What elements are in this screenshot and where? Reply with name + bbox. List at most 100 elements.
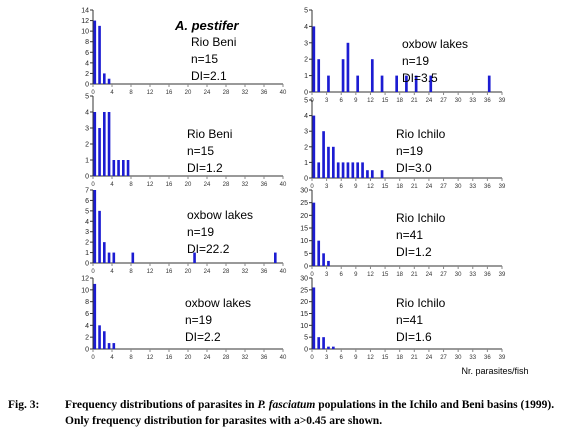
panel-3-y-tick-label: 0 [85, 261, 89, 268]
panel-6-bar [380, 170, 384, 178]
panel-2-y-tick-label: 3 [85, 126, 89, 133]
panel-1-x-tick-label: 0 [91, 90, 95, 96]
panel-6-bar [327, 146, 330, 178]
panel-1-y-tick-label: 10 [81, 29, 89, 36]
panel-7-x-tick-label: 24 [426, 272, 433, 278]
panel-3-y-tick-label: 4 [85, 219, 89, 226]
panel-8-bar [331, 346, 335, 349]
panel-3-x-tick-label: 36 [261, 269, 268, 275]
panel-3-annotation: n=19 [187, 225, 214, 239]
panel-1-x-tick-label: 24 [204, 90, 211, 96]
panel-3-y-tick-label: 2 [85, 240, 89, 247]
panel-7-y-tick-label: 10 [300, 238, 308, 245]
panel-5-y-tick-label: 5 [304, 8, 308, 15]
panel-1-x-tick-label: 28 [223, 90, 230, 96]
panel-8-y-tick-label: 25 [300, 287, 308, 294]
panel-3-x-tick-label: 24 [204, 269, 211, 275]
panel-5-y-tick-label: 0 [304, 90, 308, 97]
panel-8-bar [312, 287, 316, 349]
panel-4-y-tick-label: 6 [85, 311, 89, 318]
panel-4-x-tick-label: 20 [185, 355, 192, 361]
panel-5-bar [317, 59, 321, 92]
panel-5-bar [487, 75, 491, 92]
panel-3-bar [98, 210, 101, 263]
panel-3-annotation: DI=22.2 [187, 242, 230, 256]
panel-4-bar [103, 331, 106, 349]
panel-1-y-tick-label: 12 [81, 18, 89, 25]
panel-8-x-tick-label: 39 [499, 355, 506, 361]
panel-5-bar [405, 75, 408, 92]
panel-4-annotation: oxbow lakes [185, 296, 251, 310]
panel-1-y-tick-label: 4 [85, 60, 89, 67]
panel-6-bar [341, 162, 345, 178]
panel-1-annotation: n=15 [191, 52, 218, 66]
panel-5-annotation: oxbow lakes [402, 37, 468, 51]
panel-1-x-tick-label: 12 [147, 90, 154, 96]
panel-2-bar [126, 160, 130, 176]
panel-6-y-tick-label: 4 [304, 113, 308, 120]
panel-8-bar [327, 346, 330, 349]
panel-7-annotation: Rio Ichilo [396, 211, 446, 225]
panel-5-bar [370, 59, 374, 92]
panel-7-x-tick-label: 30 [455, 272, 462, 278]
panel-6-x-tick-label: 24 [426, 184, 433, 190]
panel-1-x-tick-label: 32 [242, 90, 249, 96]
panel-4-x-tick-label: 24 [204, 355, 211, 361]
panel-4-x-tick-label: 0 [91, 355, 95, 361]
panel-6-bar [312, 115, 316, 178]
panel-2-bar [117, 160, 120, 176]
panel-5-bar [414, 75, 418, 92]
panel-1-bar [98, 25, 101, 84]
panel-5-bar [380, 75, 384, 92]
panel-7-y-tick-label: 30 [300, 188, 308, 195]
panel-8-x-tick-label: 0 [310, 355, 314, 361]
panel-2-x-tick-label: 36 [261, 182, 268, 188]
panel-5-bar [429, 75, 433, 92]
caption-text: Frequency distributions of parasites in … [65, 397, 570, 429]
panel-7-x-tick-label: 33 [469, 272, 476, 278]
panel-8-x-tick-label: 33 [469, 355, 476, 361]
panel-8-y-tick-label: 30 [300, 276, 308, 283]
caption-part1: Frequency distributions of parasites in [65, 399, 258, 411]
panel-1-y-tick-label: 6 [85, 50, 89, 57]
panel-7-x-tick-label: 27 [440, 272, 447, 278]
panel-5-bar [312, 26, 316, 92]
panel-3-bar [274, 252, 277, 263]
panel-6-y-tick-label: 2 [304, 144, 308, 151]
panel-3-bar [107, 252, 111, 263]
panel-6-bar [361, 162, 364, 178]
panel-2-x-tick-label: 20 [185, 182, 192, 188]
panel-5-x-tick-label: 21 [411, 98, 418, 104]
panel-4-y-tick-label: 8 [85, 299, 89, 306]
panel-2-x-tick-label: 32 [242, 182, 249, 188]
panel-7-y-tick-label: 20 [300, 213, 308, 220]
caption-species: P. fasciatum [257, 399, 316, 411]
panel-6-bar [317, 162, 321, 178]
panel-1-y-tick-label: 2 [85, 71, 89, 78]
panel-8-y-tick-label: 0 [304, 347, 308, 354]
panel-7-x-tick-label: 15 [382, 272, 389, 278]
panel-1-y-tick-label: 8 [85, 39, 89, 46]
panel-7-x-tick-label: 12 [367, 272, 374, 278]
panel-8-y-tick-label: 20 [300, 299, 308, 306]
panel-5-y-tick-label: 2 [304, 57, 308, 64]
panel-7-bar [312, 202, 316, 266]
panel-4-x-tick-label: 12 [147, 355, 154, 361]
panel-8-y-tick-label: 10 [300, 323, 308, 330]
panel-3-bar [112, 252, 116, 263]
panel-2-annotation: n=15 [187, 144, 214, 158]
panel-4-bar [93, 283, 97, 349]
panel-4-x-tick-label: 8 [129, 355, 133, 361]
panel-4-x-tick-label: 28 [223, 355, 230, 361]
panel-5-x-tick-label: 6 [340, 98, 344, 104]
panel-8-annotation: Rio Ichilo [396, 296, 446, 310]
panel-3-y-tick-label: 6 [85, 198, 89, 205]
panel-4-y-tick-label: 0 [85, 347, 89, 354]
panel-8-x-tick-label: 18 [396, 355, 403, 361]
panel-3-bar [93, 190, 97, 263]
panel-7-x-tick-label: 21 [411, 272, 418, 278]
panel-8-x-tick-label: 6 [340, 355, 344, 361]
panel-5-x-tick-label: 3 [325, 98, 329, 104]
panel-5-y-tick-label: 3 [304, 40, 308, 47]
